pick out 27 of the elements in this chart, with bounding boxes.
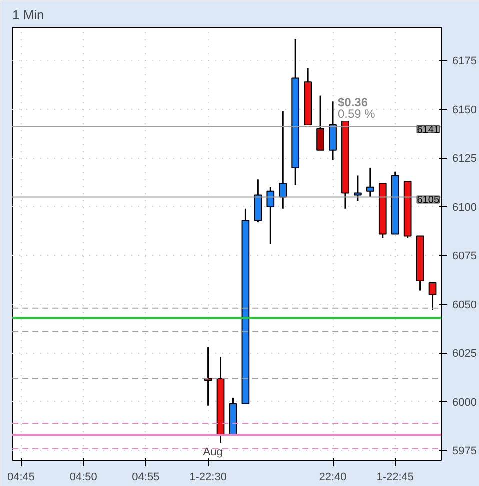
- y-tick-label: 6150: [452, 104, 477, 116]
- candlestick: [366, 167, 374, 198]
- x-tick-label: 04:55: [132, 472, 160, 484]
- y-tick-label: 6000: [452, 396, 477, 409]
- candlestick: [279, 110, 288, 210]
- chart-title: 1 Min: [12, 8, 44, 22]
- candlestick: [354, 174, 362, 202]
- x-tick-label: 1-22:30: [190, 472, 227, 484]
- x-tick-label: 04:45: [7, 472, 35, 484]
- y-tick-label: 6100: [452, 202, 477, 214]
- annotation: Aug: [203, 446, 223, 458]
- y-tick-label: 6175: [452, 56, 477, 68]
- annotation: $0.36: [338, 95, 368, 110]
- candlestick: [316, 95, 324, 152]
- x-tick-label: 1-22:45: [376, 472, 414, 484]
- y-tick-label: 6075: [452, 250, 477, 263]
- ref-line-label: 6141: [417, 124, 440, 136]
- x-tick-label: 22:40: [319, 472, 347, 484]
- y-tick-label: 6025: [452, 348, 477, 360]
- y-tick-label: 6050: [452, 299, 477, 312]
- ref-line-label: 6105: [417, 195, 440, 206]
- y-tick-label: 6125: [452, 153, 477, 166]
- y-tick-label: 5975: [452, 446, 477, 458]
- candlestick: [428, 282, 437, 312]
- x-tick-label: 04:50: [70, 472, 98, 484]
- annotation: 0.59 %: [338, 107, 376, 122]
- candlestick: [266, 186, 275, 245]
